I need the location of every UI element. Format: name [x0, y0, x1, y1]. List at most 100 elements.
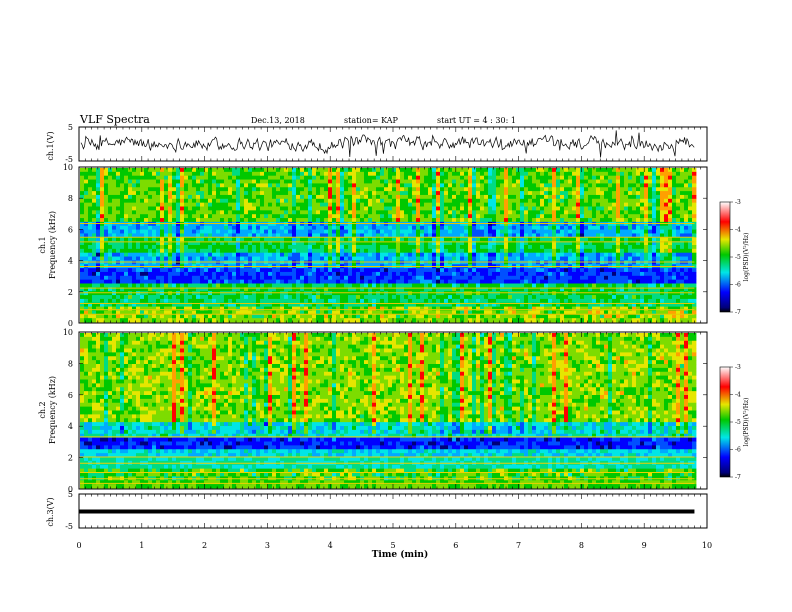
ch1-spec-cell	[556, 295, 561, 300]
ch1-spec-cell	[508, 214, 513, 219]
ch1-spec-cell	[468, 175, 473, 180]
ch1-spec-cell	[144, 175, 149, 180]
ch1-spec-cell	[236, 233, 241, 238]
ch1-spec-cell	[300, 318, 305, 323]
ch1-spec-cell	[236, 291, 241, 296]
ch1-spec-cell	[432, 283, 437, 288]
ch1-spec-cell	[484, 194, 489, 200]
ch1-spec-cell	[328, 218, 333, 223]
ch1-spec-cell	[112, 191, 117, 196]
ch1-spec-cell	[88, 229, 93, 234]
ch1-spec-cell	[476, 233, 481, 238]
ch1-spec-cell	[144, 225, 149, 230]
ch1-spec-cell	[244, 168, 249, 173]
ch1-spec-cell	[328, 298, 333, 304]
ch1-spec-cell	[412, 210, 417, 215]
ch1-spec-cell	[432, 306, 437, 311]
ch1-spec-cell	[468, 206, 473, 211]
ch1-spec-cell	[148, 194, 153, 200]
ch1-spec-cell	[376, 214, 381, 219]
ch1-spec-cell	[568, 260, 573, 265]
ch1-spec-cell	[248, 248, 253, 254]
ch1-spec-cell	[352, 318, 357, 323]
ch1-spec-cell	[472, 271, 477, 277]
ch1-spec-cell	[336, 310, 341, 315]
ch1-spec-cell	[276, 198, 281, 204]
ch1-spec-cell	[460, 210, 465, 215]
ch1-spec-cell	[388, 271, 393, 277]
ch1-spec-cell	[516, 237, 521, 242]
ch1-spec-cell	[160, 306, 165, 311]
ch1-spec-cell	[320, 214, 325, 219]
ch1-spec-cell	[516, 206, 521, 211]
ch1-spec-cell	[132, 268, 137, 273]
ch1-spec-cell	[276, 191, 281, 196]
ch1-spec-cell	[176, 295, 181, 300]
ch1-spec-cell	[272, 245, 277, 250]
ch1-spec-cell	[236, 221, 241, 227]
ch1-spec-cell	[404, 260, 409, 265]
ch1-spec-cell	[532, 295, 537, 300]
ch1-spec-cell	[100, 260, 105, 265]
ch1-spec-cell	[424, 298, 429, 304]
ch1-spec-cell	[256, 245, 261, 250]
ch1-spec-cell	[424, 256, 429, 261]
ch1-spec-cell	[264, 225, 269, 230]
ch1-spec-cell	[84, 252, 89, 257]
ch1-spec-cell	[232, 256, 237, 261]
ch1-spec-cell	[220, 310, 225, 315]
ch1-spec-cell	[120, 198, 125, 204]
ch1-spec-cell	[512, 252, 517, 257]
ch1-spec-cell	[456, 279, 461, 284]
ch1-spec-cell	[364, 275, 369, 281]
ch1-spec-cell	[152, 248, 157, 254]
ch1-spec-cell	[120, 271, 125, 277]
ch1-spec-cell	[160, 310, 165, 315]
ch1-spec-cell	[456, 191, 461, 196]
ch1-spec-cell	[504, 245, 509, 250]
ch1-spec-cell	[228, 221, 233, 227]
ch1-spec-cell	[424, 233, 429, 238]
ch1-spec-cell	[192, 248, 197, 254]
ch1-spec-cell	[536, 256, 541, 261]
ch1-spec-cell	[444, 202, 449, 207]
ch1-spec-cell	[472, 295, 477, 300]
ch1-spec-cell	[196, 271, 201, 277]
ch1-spec-cell	[272, 287, 277, 292]
ch1-spec-cell	[304, 271, 309, 277]
ch1-spec-cell	[484, 279, 489, 284]
ch1-spec-cell	[504, 291, 509, 296]
ch1-spec-cell	[108, 275, 113, 281]
ch1-spec-cell	[244, 202, 249, 207]
ch1-spec-cell	[228, 194, 233, 200]
ch1-spec-cell	[160, 221, 165, 227]
ch1-spec-cell	[496, 260, 501, 265]
ch1-spec-cell	[84, 198, 89, 204]
ch1-spec-cell	[496, 279, 501, 284]
ch1-spec-cell	[308, 229, 313, 234]
ch1-spec-cell	[152, 183, 157, 188]
ch1-spec-cell	[264, 179, 269, 184]
ch1-spec-cell	[140, 256, 145, 261]
ch1-spec-cell	[232, 202, 237, 207]
ch1-spec-cell	[440, 241, 445, 246]
ch1-spec-cell	[568, 206, 573, 211]
ch1-spec-cell	[212, 314, 217, 319]
ch1-spec-cell	[560, 279, 565, 284]
ch1-spec-cell	[180, 302, 185, 307]
ch1-spec-cell	[508, 191, 513, 196]
ch1-spec-cell	[440, 183, 445, 188]
ch1-spec-cell	[492, 291, 497, 296]
ch1-spec-cell	[576, 198, 581, 204]
ch1-spec-cell	[508, 198, 513, 204]
ch1-spec-cell	[356, 214, 361, 219]
ch1-spec-cell	[112, 237, 117, 242]
ch1-spec-cell	[340, 168, 345, 173]
ch1-spec-cell	[292, 314, 297, 319]
ch1-spec-cell	[352, 245, 357, 250]
ch1-spec-cell	[384, 191, 389, 196]
ch1-spec-cell	[568, 256, 573, 261]
ch1-spec-cell	[216, 306, 221, 311]
ch1-spec-cell	[256, 191, 261, 196]
ch1-spec-cell	[144, 271, 149, 277]
